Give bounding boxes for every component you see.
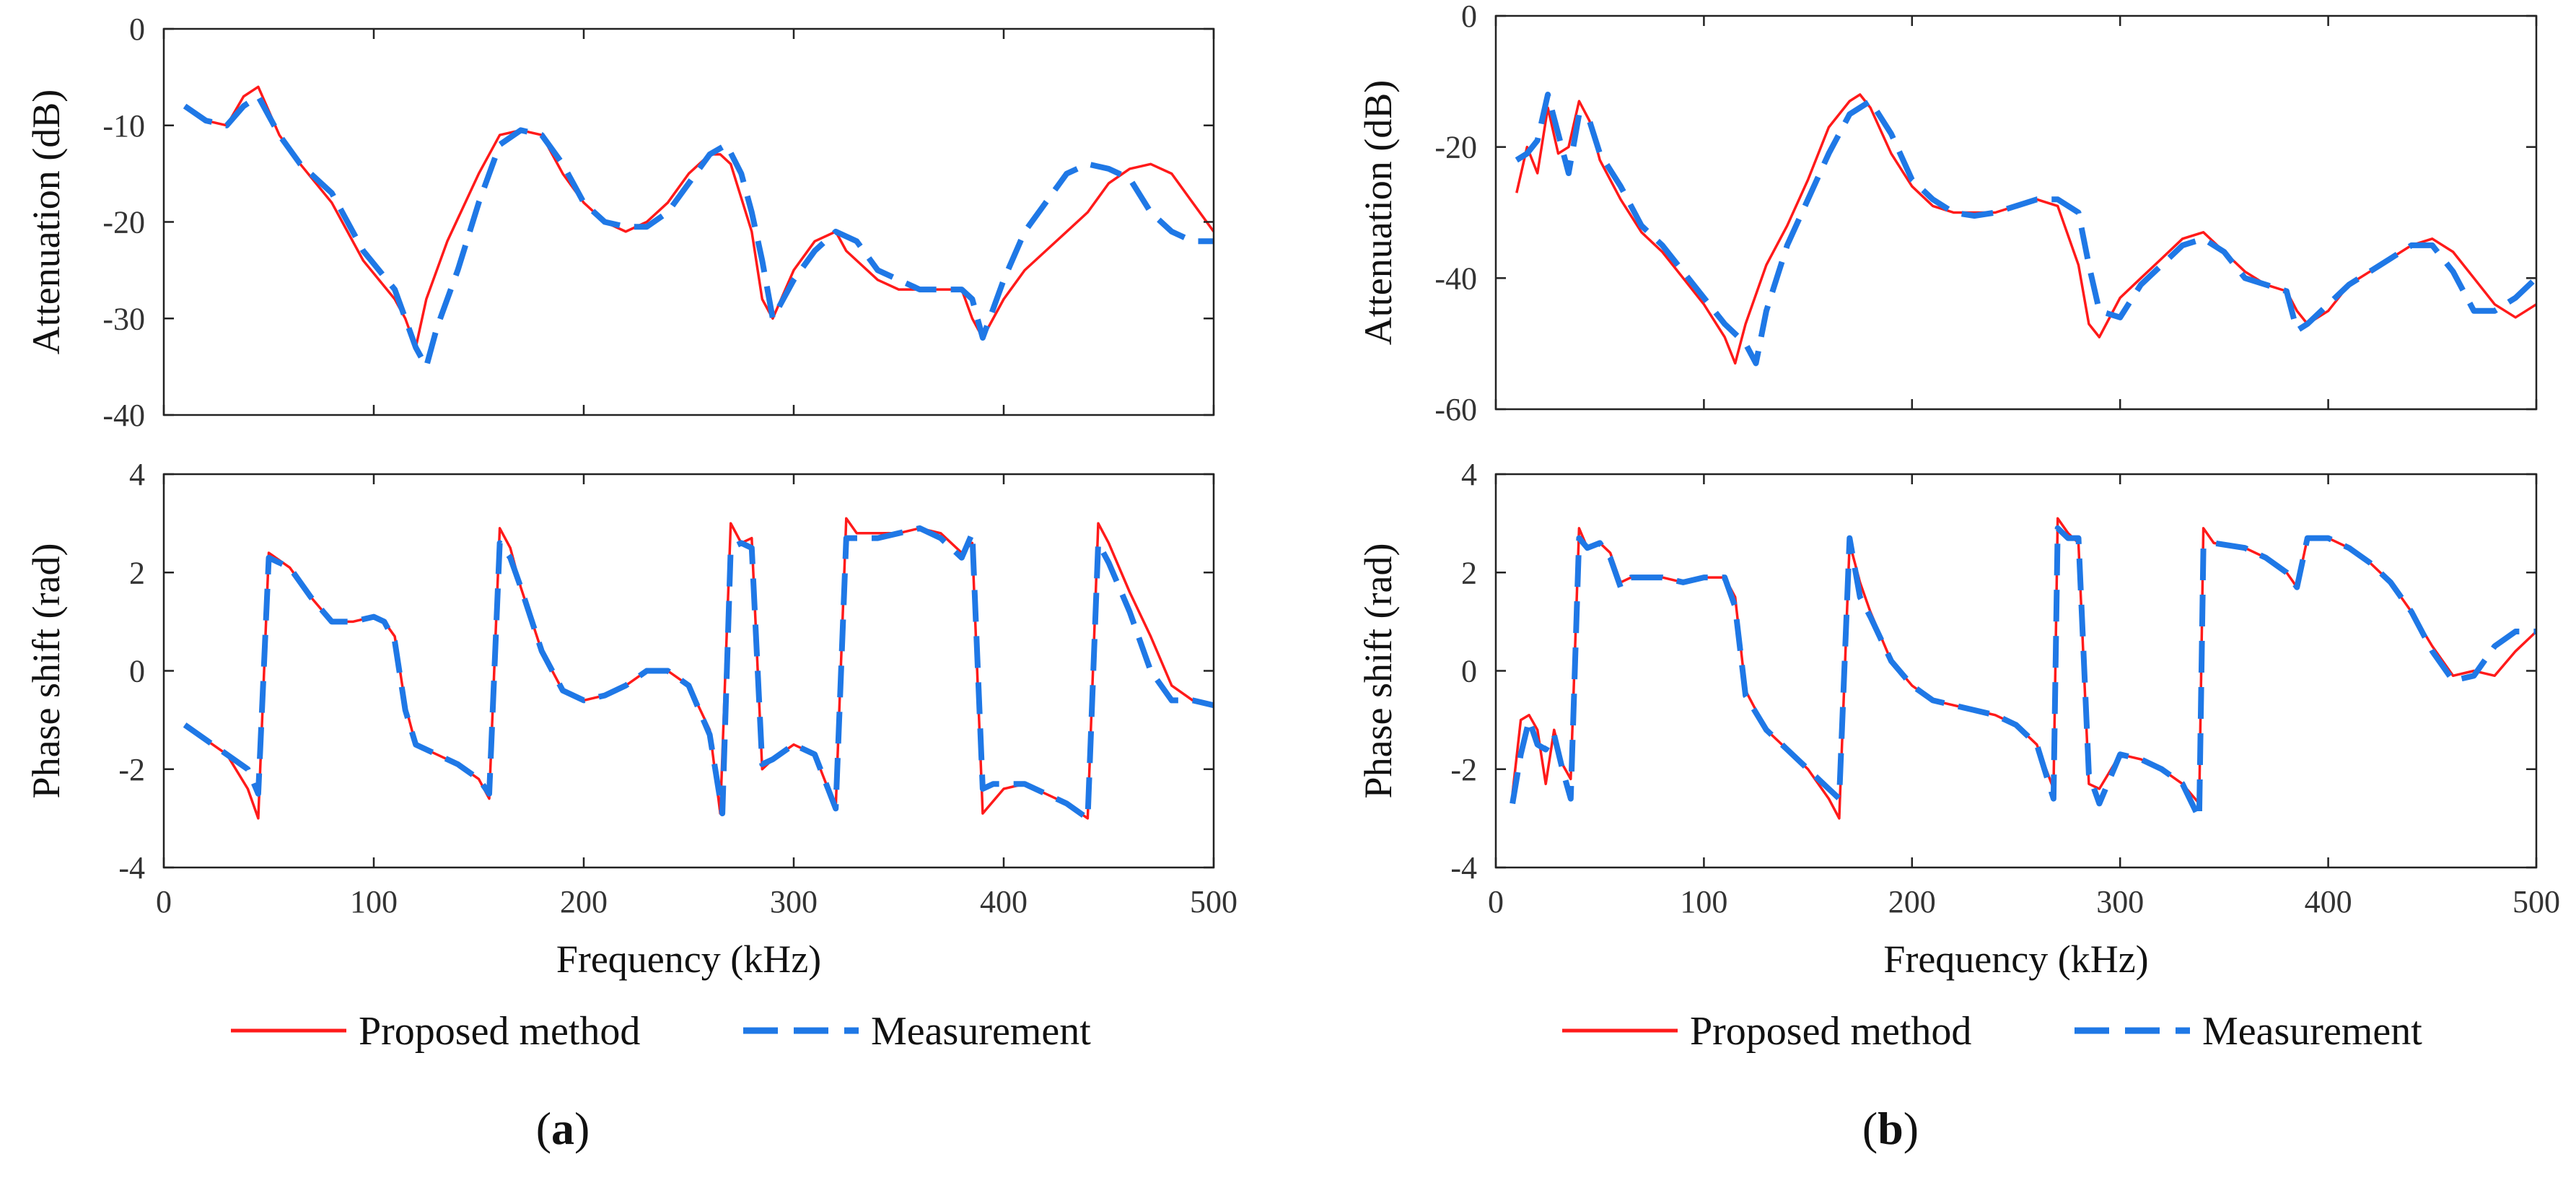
x-tick-label: 0 [156,884,172,919]
x-tick-label: 100 [350,884,398,919]
panel-label-b-open: ( [1862,1103,1878,1154]
series-line-measurement [183,525,1214,821]
chart-a-phase: -4 -2 0 2 4 0 100 200 300 400 500 Phase shift (rad)… [25,457,1237,981]
series-line-proposed [184,85,1214,349]
panel-label-b-close: ) [1903,1103,1919,1154]
y-tick-label: 2 [129,555,145,590]
y-tick-label: -40 [102,398,145,433]
y-tick-label: -10 [102,108,145,144]
x-tick-label: 0 [1488,884,1504,919]
series-line-measurement [1510,525,2536,821]
x-tick-label: 500 [2513,884,2560,919]
y-tick-label: -2 [1450,752,1477,787]
chart-a-attenuation: -40 -30 -20 -10 0 Attenuation (dB) [25,12,1215,433]
y-tick-label: -60 [1434,392,1477,427]
chart-b-phase: -4 -2 0 2 4 0 100 200 300 400 500 Phase shift (rad)… [1357,457,2560,981]
y-axis-label: Attenuation (dB) [25,89,68,354]
series-line-measurement [183,93,1214,370]
legend-b: Proposed method Measurement [1562,1009,2422,1054]
legend-b-measurement-label: Measurement [2202,1009,2422,1054]
x-tick-label: 400 [2305,884,2352,919]
series-line-proposed [184,517,1214,820]
legend-b-proposed-label: Proposed method [1690,1009,1971,1054]
y-tick-label: 4 [1461,457,1477,492]
series-line-measurement [1515,92,2536,367]
panel-label-b: (b) [1862,1103,1919,1154]
y-tick-label: 2 [1461,555,1477,590]
x-tick-label: 300 [770,884,818,919]
y-tick-label: 0 [1461,654,1477,689]
y-axis-label: Phase shift (rad) [25,543,68,799]
panel-label-a: (a) [536,1103,590,1154]
y-tick-label: -30 [102,301,145,336]
legend-a-proposed-label: Proposed method [359,1009,640,1054]
x-tick-label: 100 [1680,884,1727,919]
panel-label-a-letter: a [551,1103,574,1154]
x-axis-label: Frequency (kHz) [556,938,821,981]
y-tick-label: 0 [129,654,145,689]
plot-frame [162,27,1215,416]
y-tick-label: -4 [118,850,145,886]
x-tick-label: 200 [1888,884,1936,919]
y-axis-label: Attenuation (dB) [1357,80,1400,345]
y-tick-label: -20 [1434,130,1477,165]
x-tick-label: 500 [1190,884,1237,919]
panel-label-a-open: ( [536,1103,551,1154]
series-line-proposed [1515,93,2536,365]
x-tick-label: 400 [980,884,1028,919]
y-tick-label: -2 [118,752,145,787]
y-tick-label: -40 [1434,261,1477,296]
y-tick-label: 0 [1461,0,1477,34]
y-tick-label: 0 [129,12,145,47]
chart-b-attenuation: -60 -40 -20 0 Attenuation (dB) [1357,0,2538,427]
y-tick-label: -20 [102,205,145,240]
plot-frame [162,473,1215,869]
panel-label-b-letter: b [1878,1103,1903,1154]
legend-a-measurement-label: Measurement [871,1009,1091,1054]
plot-frame [1494,14,2538,411]
y-axis-label: Phase shift (rad) [1357,543,1400,799]
plot-frame [1494,473,2538,869]
x-tick-label: 200 [560,884,608,919]
panel-label-a-close: ) [574,1103,590,1154]
y-tick-label: -4 [1450,850,1477,886]
x-tick-label: 300 [2096,884,2144,919]
y-tick-label: 4 [129,457,145,492]
x-axis-label: Frequency (kHz) [1883,938,2148,981]
series-line-proposed [1511,517,2536,820]
legend-a: Proposed method Measurement [231,1009,1091,1054]
